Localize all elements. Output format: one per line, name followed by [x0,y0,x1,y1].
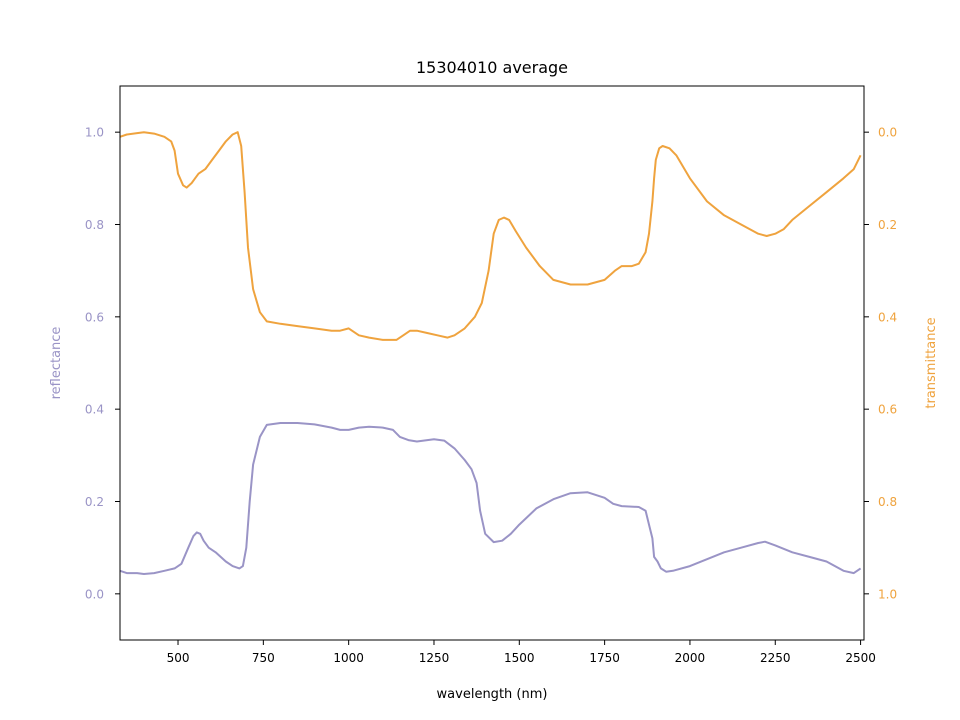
x-axis-label: wavelength (nm) [437,687,548,702]
y-right-tick-label: 0.8 [878,495,897,509]
plot-frame [119,85,865,641]
y-axis-right-label: transmittance [924,317,939,408]
x-tick-label: 500 [167,651,190,665]
y-left-tick-label: 0.4 [85,403,104,417]
x-axis-ticks: 500 750 1000 1250 1500 1750 2000 2250 2500 [167,640,876,665]
y-axis-left-label: reflectance [49,327,64,400]
y-right-tick-label: 0.0 [878,126,897,140]
y-right-tick-label: 0.4 [878,310,897,324]
x-tick-label: 2250 [760,651,791,665]
y-left-tick-label: 0.0 [85,587,104,601]
plot-area [119,131,862,575]
y-right-tick-label: 1.0 [878,587,897,601]
x-tick-label: 1000 [333,651,364,665]
y-right-tick-label: 0.6 [878,403,897,417]
x-tick-label: 1250 [419,651,450,665]
chart-title: 15304010 average [416,58,568,77]
x-tick-label: 1750 [589,651,620,665]
y-left-tick-label: 0.2 [85,495,104,509]
y-left-tick-label: 1.0 [85,126,104,140]
y-left-tick-label: 0.8 [85,218,104,232]
x-tick-label: 2500 [845,651,876,665]
reflectance-line [119,422,862,575]
y-right-tick-label: 0.2 [878,218,897,232]
y-left-tick-label: 0.6 [85,310,104,324]
y-axis-right-ticks: 0.0 0.2 0.4 0.6 0.8 1.0 [864,126,897,601]
x-tick-label: 750 [252,651,275,665]
transmittance-line [119,131,862,341]
x-tick-label: 2000 [675,651,706,665]
y-axis-left-ticks: 0.0 0.2 0.4 0.6 0.8 1.0 [85,126,120,601]
x-tick-label: 1500 [504,651,535,665]
